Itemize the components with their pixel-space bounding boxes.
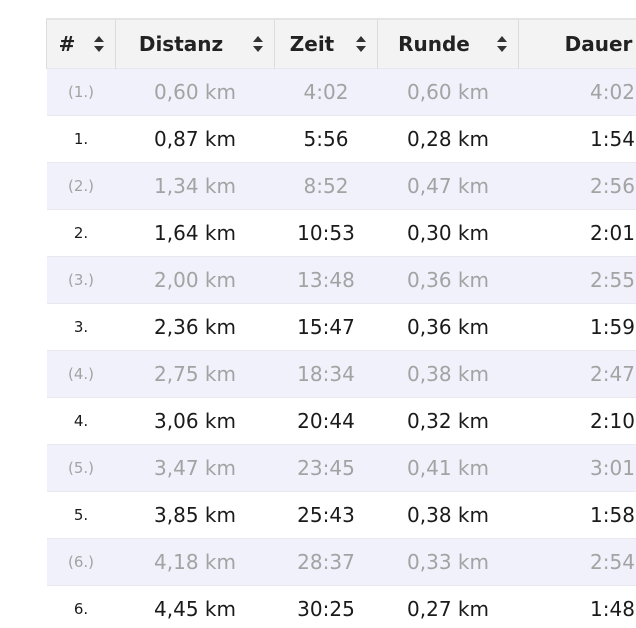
table-cell: 0,36 km xyxy=(377,256,519,304)
table-cell: 0,30 km xyxy=(377,209,519,257)
table-cell: 5:56 xyxy=(274,115,378,163)
table-row: 3. 2,36 km 15:47 0,36 km 1:59 xyxy=(46,303,636,351)
table-cell: 3,85 km xyxy=(115,491,275,539)
table-cell: 1:59 xyxy=(518,303,636,351)
sort-icon xyxy=(253,36,263,52)
table-row: 1. 0,87 km 5:56 0,28 km 1:54 xyxy=(46,115,636,163)
header-label: Zeit xyxy=(289,32,335,56)
table-container: # Distanz Zeit Runde Dauer (1.) 0,60 km 4:02 0,… xyxy=(46,18,636,622)
table-cell: 2:55 xyxy=(518,256,636,304)
table-cell: 2. xyxy=(46,209,116,257)
table-cell: 0,38 km xyxy=(377,350,519,398)
table-cell: 30:25 xyxy=(274,585,378,622)
column-header[interactable]: Zeit xyxy=(274,18,378,69)
table-cell: 15:47 xyxy=(274,303,378,351)
table-row: 4. 3,06 km 20:44 0,32 km 2:10 xyxy=(46,397,636,445)
table-cell: 13:48 xyxy=(274,256,378,304)
table-cell: 5. xyxy=(46,491,116,539)
table-cell: 4. xyxy=(46,397,116,445)
table-cell: 0,36 km xyxy=(377,303,519,351)
table-cell: 3:01 xyxy=(518,444,636,492)
table-cell: (1.) xyxy=(46,68,116,116)
table-cell: 2:54 xyxy=(518,538,636,586)
table-cell: 1,34 km xyxy=(115,162,275,210)
table-cell: 1:48 xyxy=(518,585,636,622)
table-cell: 4:02 xyxy=(274,68,378,116)
table-cell: 28:37 xyxy=(274,538,378,586)
sort-icon xyxy=(497,36,507,52)
sort-icon xyxy=(356,36,366,52)
table-cell: (5.) xyxy=(46,444,116,492)
table-cell: 0,60 km xyxy=(377,68,519,116)
header-label: Distanz xyxy=(138,32,224,56)
table-cell: 0,33 km xyxy=(377,538,519,586)
header-label: Runde xyxy=(398,32,470,56)
header-row: # Distanz Zeit Runde Dauer xyxy=(46,18,636,69)
header-label: Dauer xyxy=(564,32,633,56)
column-header[interactable]: Runde xyxy=(377,18,519,69)
table-cell: 23:45 xyxy=(274,444,378,492)
table-cell: 4:02 xyxy=(518,68,636,116)
table-cell: (4.) xyxy=(46,350,116,398)
table-cell: 1,64 km xyxy=(115,209,275,257)
column-header[interactable]: # xyxy=(46,18,116,69)
sort-icon xyxy=(94,36,104,52)
table-cell: 1. xyxy=(46,115,116,163)
table-cell: 1:58 xyxy=(518,491,636,539)
table-cell: 0,47 km xyxy=(377,162,519,210)
table-cell: 4,45 km xyxy=(115,585,275,622)
table-cell: 0,41 km xyxy=(377,444,519,492)
table-body: (1.) 0,60 km 4:02 0,60 km 4:02 1. 0,87 km 5:56 0… xyxy=(46,68,636,622)
table-cell: 25:43 xyxy=(274,491,378,539)
table-cell: 0,32 km xyxy=(377,397,519,445)
table-cell: 20:44 xyxy=(274,397,378,445)
table-cell: 3,47 km xyxy=(115,444,275,492)
table-cell: (2.) xyxy=(46,162,116,210)
table-cell: 0,87 km xyxy=(115,115,275,163)
table-cell: 3,06 km xyxy=(115,397,275,445)
table-cell: (3.) xyxy=(46,256,116,304)
table-cell: 0,27 km xyxy=(377,585,519,622)
table-cell: 0,28 km xyxy=(377,115,519,163)
table-cell: 0,38 km xyxy=(377,491,519,539)
table-cell: 3. xyxy=(46,303,116,351)
table-row: 2. 1,64 km 10:53 0,30 km 2:01 xyxy=(46,209,636,257)
table-cell: 4,18 km xyxy=(115,538,275,586)
table-cell: 0,60 km xyxy=(115,68,275,116)
table-row: (5.) 3,47 km 23:45 0,41 km 3:01 xyxy=(46,444,636,492)
table-row: (3.) 2,00 km 13:48 0,36 km 2:55 xyxy=(46,256,636,304)
table-cell: 2,75 km xyxy=(115,350,275,398)
table-cell: (6.) xyxy=(46,538,116,586)
table-cell: 8:52 xyxy=(274,162,378,210)
table-cell: 2:47 xyxy=(518,350,636,398)
table-cell: 6. xyxy=(46,585,116,622)
table-cell: 1:54 xyxy=(518,115,636,163)
table-row: (2.) 1,34 km 8:52 0,47 km 2:56 xyxy=(46,162,636,210)
table-row: 6. 4,45 km 30:25 0,27 km 1:48 xyxy=(46,585,636,622)
table-row: 5. 3,85 km 25:43 0,38 km 1:58 xyxy=(46,491,636,539)
table-row: (6.) 4,18 km 28:37 0,33 km 2:54 xyxy=(46,538,636,586)
column-header[interactable]: Distanz xyxy=(115,18,275,69)
table-row: (4.) 2,75 km 18:34 0,38 km 2:47 xyxy=(46,350,636,398)
table-cell: 2:01 xyxy=(518,209,636,257)
table-cell: 2,36 km xyxy=(115,303,275,351)
table-cell: 2:56 xyxy=(518,162,636,210)
table-cell: 2:10 xyxy=(518,397,636,445)
table-row: (1.) 0,60 km 4:02 0,60 km 4:02 xyxy=(46,68,636,116)
table-cell: 2,00 km xyxy=(115,256,275,304)
table-cell: 10:53 xyxy=(274,209,378,257)
column-header[interactable]: Dauer xyxy=(518,18,636,69)
header-label: # xyxy=(58,32,76,56)
splits-table: # Distanz Zeit Runde Dauer (1.) 0,60 km 4:02 0,… xyxy=(46,18,636,622)
table-cell: 18:34 xyxy=(274,350,378,398)
